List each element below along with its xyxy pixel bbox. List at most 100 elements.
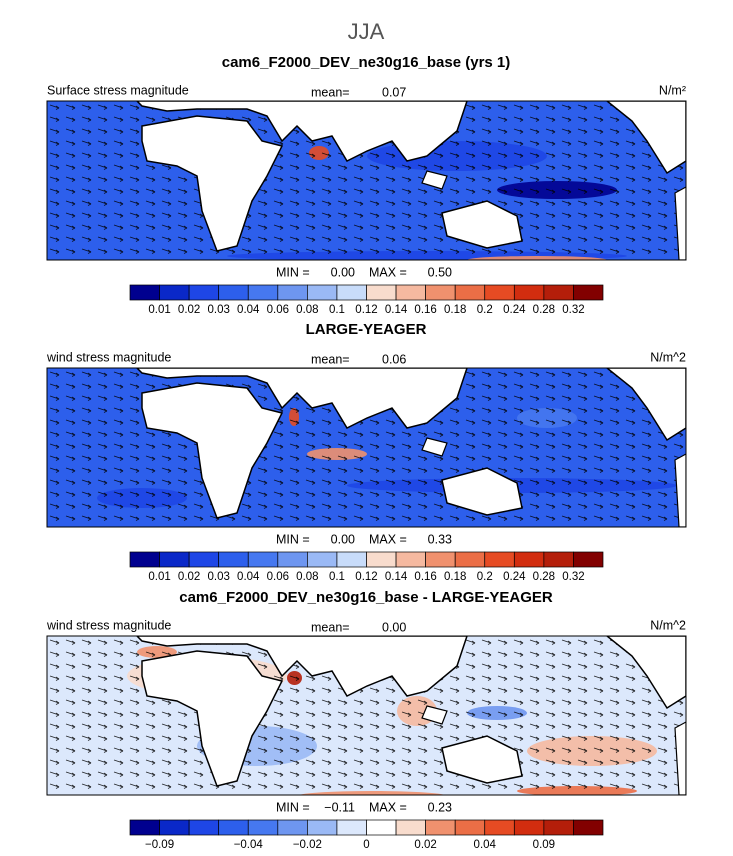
colorbar-label: 0.12 <box>355 304 377 316</box>
colorbar-label: 0 <box>363 839 369 851</box>
map <box>47 368 686 527</box>
colorbar-label: 0.02 <box>178 304 200 316</box>
map-frame <box>46 635 687 796</box>
colorbar-box <box>336 284 367 301</box>
colorbar-label: 0.03 <box>207 304 229 316</box>
map-frame <box>46 100 687 261</box>
colorbar-label: 0.18 <box>444 304 466 316</box>
colorbar-label: 0.08 <box>296 571 318 583</box>
mean-value: 0.07 <box>382 85 406 99</box>
colorbar-label: 0.14 <box>385 571 408 583</box>
colorbar-label: 0.32 <box>562 304 584 316</box>
colorbar-label: 0.16 <box>414 571 436 583</box>
colorbar-box <box>484 284 515 301</box>
colorbar-box <box>159 551 190 568</box>
max-label: MAX = <box>369 265 407 279</box>
colorbar-box <box>307 284 338 301</box>
colorbar-box <box>395 284 426 301</box>
colorbar-label: 0.01 <box>148 571 170 583</box>
colorbar-label: 0.16 <box>414 304 436 316</box>
colorbar-label: 0.28 <box>533 571 555 583</box>
colorbar-box <box>159 819 190 836</box>
colorbar-box <box>573 551 604 568</box>
colorbar-label: 0.08 <box>296 304 318 316</box>
colorbar-box <box>366 551 397 568</box>
units: N/m^2 <box>650 618 686 632</box>
colorbar-label: 0.2 <box>477 304 493 316</box>
units: N/m² <box>659 83 686 97</box>
min-label: MIN = <box>276 532 310 546</box>
colorbar-label: 0.24 <box>503 571 526 583</box>
colorbar-box <box>307 551 338 568</box>
colorbar-box <box>573 284 604 301</box>
min-value: 0.00 <box>331 532 355 546</box>
mean-value: 0.06 <box>382 352 406 366</box>
colorbar-box <box>543 284 574 301</box>
colorbar-box <box>188 551 220 568</box>
colorbar-box <box>484 819 515 836</box>
colorbar-label: 0.04 <box>474 839 497 851</box>
colorbar-label: 0.18 <box>444 571 466 583</box>
panel-title: LARGE-YEAGER <box>306 321 427 338</box>
min-label: MIN = <box>276 800 310 814</box>
mean-label: mean= <box>311 352 350 366</box>
colorbar-label: −0.02 <box>293 839 322 851</box>
map <box>47 636 686 795</box>
max-value: 0.33 <box>428 532 452 546</box>
colorbar-box <box>129 551 160 568</box>
colorbar-box <box>188 284 220 301</box>
colorbar-label: 0.03 <box>207 571 229 583</box>
colorbar-box <box>277 551 308 568</box>
map <box>47 101 686 260</box>
field-label: wind stress magnitude <box>46 618 171 632</box>
colorbar-label: 0.24 <box>503 304 526 316</box>
colorbar-box <box>277 819 308 836</box>
colorbar-box <box>218 819 249 836</box>
colorbar-box <box>513 284 545 301</box>
colorbar-box <box>543 551 574 568</box>
colorbar-box <box>425 551 456 568</box>
colorbar-label: 0.09 <box>533 839 555 851</box>
max-label: MAX = <box>369 532 407 546</box>
colorbar-label: 0.02 <box>414 839 436 851</box>
colorbar-box <box>336 551 367 568</box>
colorbar-label: 0.06 <box>267 304 289 316</box>
colorbar-label: 0.01 <box>148 304 170 316</box>
colorbar-label: 0.02 <box>178 571 200 583</box>
colorbar-box <box>307 819 338 836</box>
colorbar-box <box>247 551 279 568</box>
map-frame <box>46 367 687 528</box>
colorbar-box <box>484 551 515 568</box>
panel-title: cam6_F2000_DEV_ne30g16_base - LARGE-YEAG… <box>179 589 553 606</box>
colorbar-box <box>129 284 160 301</box>
colorbar-label: −0.09 <box>145 839 174 851</box>
colorbar-label: −0.04 <box>234 839 264 851</box>
colorbar-box <box>129 819 160 836</box>
mean-label: mean= <box>311 85 350 99</box>
colorbar-box <box>573 819 604 836</box>
colorbar-box <box>366 284 397 301</box>
colorbar-box <box>425 284 456 301</box>
max-value: 0.23 <box>428 800 452 814</box>
colorbar-box <box>454 551 486 568</box>
colorbar-label: 0.14 <box>385 304 408 316</box>
colorbar-box <box>336 819 367 836</box>
colorbar-label: 0.04 <box>237 571 260 583</box>
colorbar-box <box>247 284 279 301</box>
colorbar-box <box>454 819 486 836</box>
colorbar-label: 0.04 <box>237 304 260 316</box>
colorbar-label: 0.1 <box>329 304 345 316</box>
colorbar-box <box>218 551 249 568</box>
colorbar-box <box>395 551 426 568</box>
field-label: Surface stress magnitude <box>47 83 189 97</box>
colorbar-label: 0.06 <box>267 571 289 583</box>
colorbar-box <box>159 284 190 301</box>
colorbar-box <box>395 819 426 836</box>
panel-title: cam6_F2000_DEV_ne30g16_base (yrs 1) <box>222 54 511 71</box>
min-value: −0.11 <box>324 800 355 814</box>
colorbar-box <box>247 819 279 836</box>
colorbar-box <box>366 819 397 836</box>
max-label: MAX = <box>369 800 407 814</box>
colorbar-box <box>454 284 486 301</box>
